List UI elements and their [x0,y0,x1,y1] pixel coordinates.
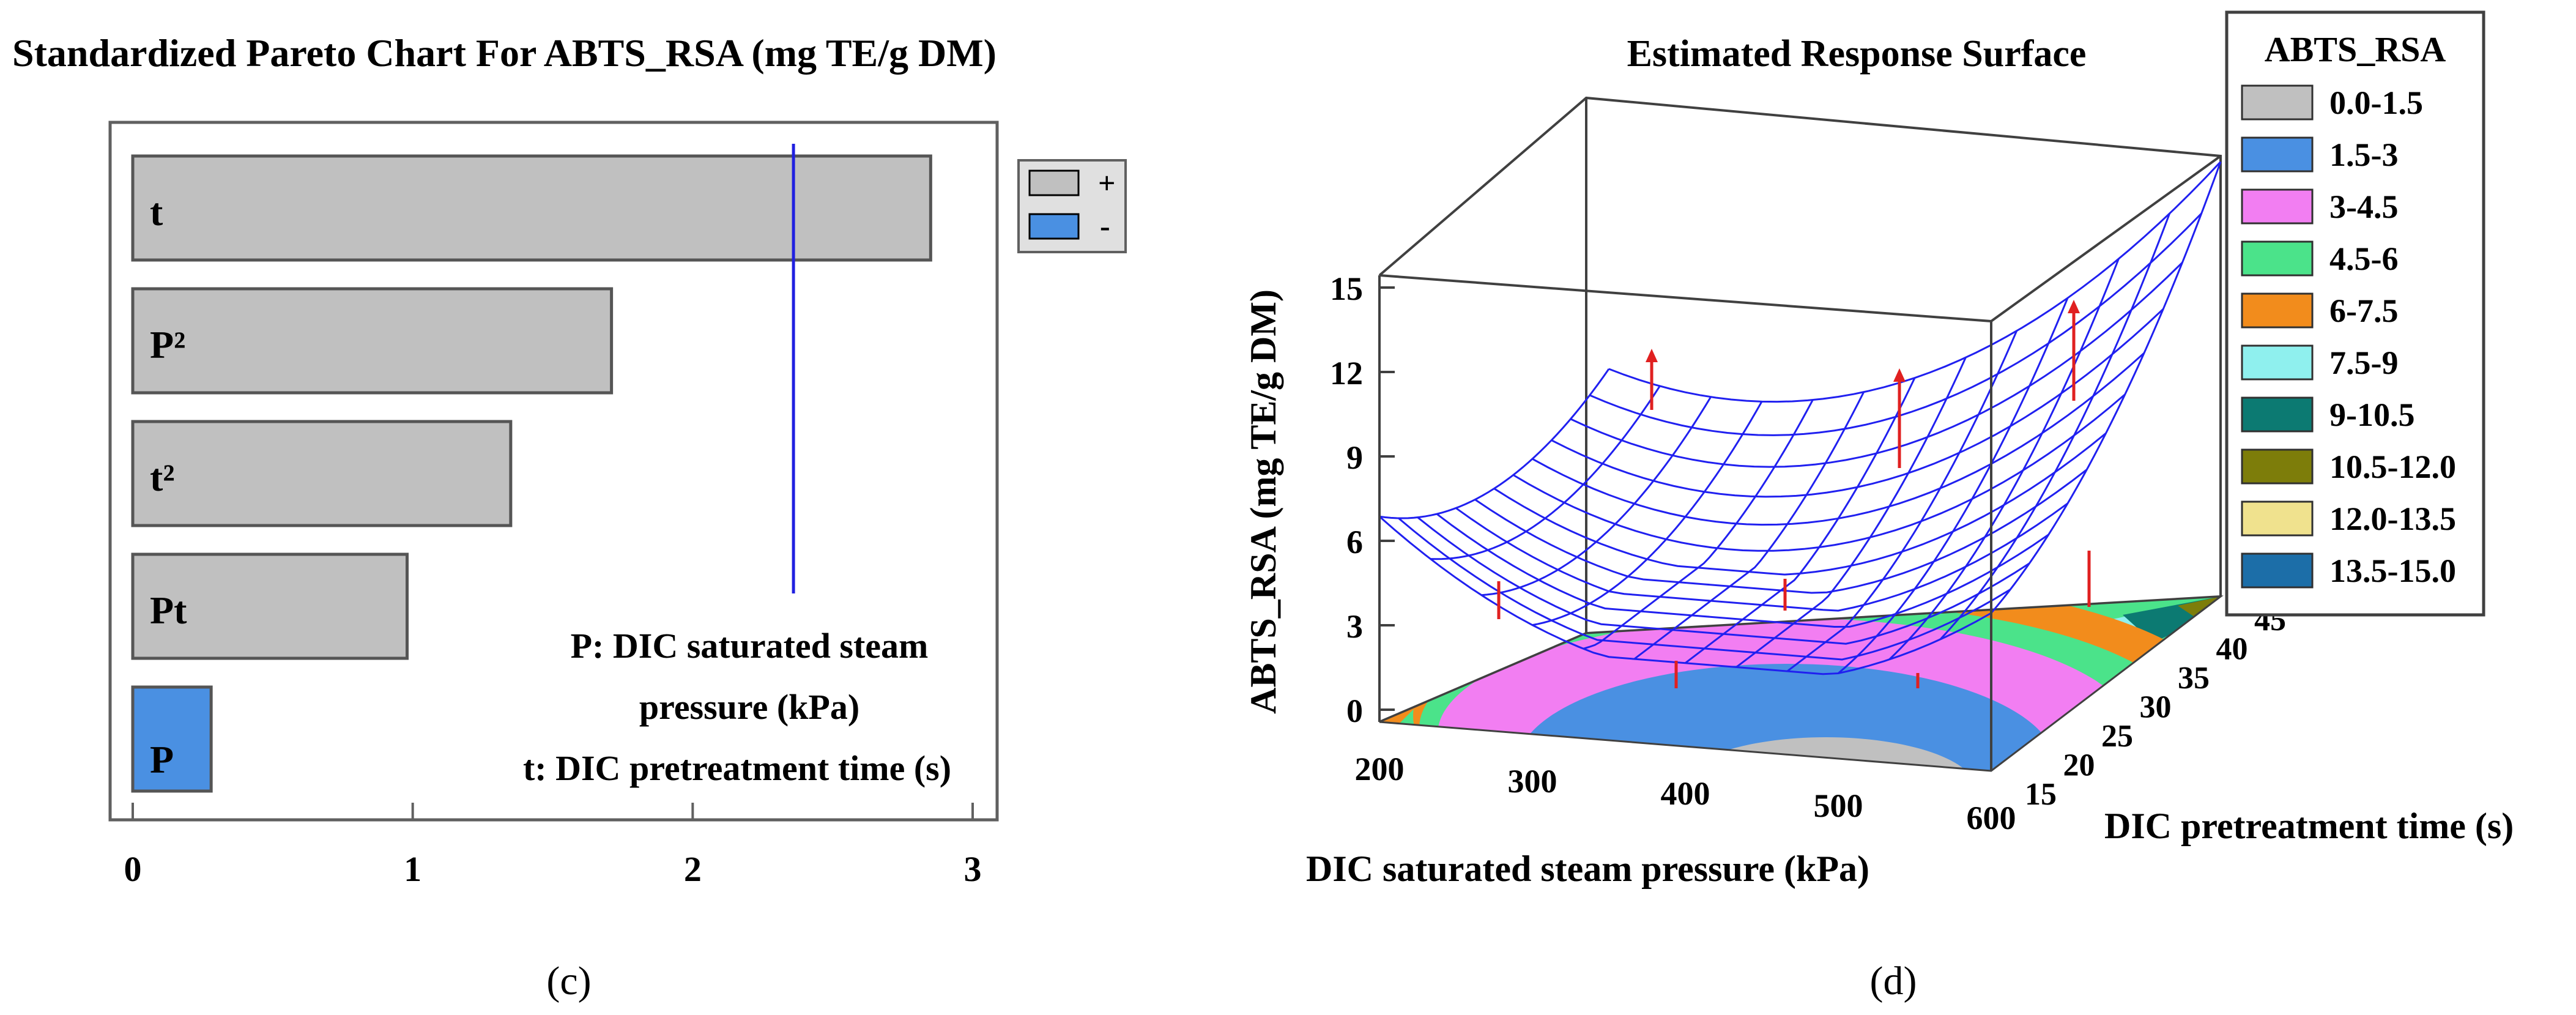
mesh-line [1570,261,2183,468]
y-axis-label: DIC pretreatment time (s) [2104,806,2514,846]
x-axis-label: DIC saturated steam pressure (kPa) [1306,849,1869,889]
surface-legend-items: 0.0-1.5 1.5-3 3-4.5 4.5-6 6-7.5 7.5-9 9-10.5 10… [2241,84,2456,589]
pareto-title: Standardized Pareto Chart For ABTS_RSA (… [12,31,997,75]
pareto-bars: t P² t² Pt P [131,154,932,793]
residual-arrowheads [1646,300,2080,382]
legend-swatch-positive [1028,169,1080,196]
surface-title: Estimated Response Surface [1627,33,2087,75]
z-tick-label: 6 [1346,524,1363,560]
y-tick-label: 20 [2063,748,2095,783]
pareto-bar-label: t² [150,456,175,499]
z-tick-label: 3 [1346,608,1363,645]
surface-legend-title: ABTS_RSA [2265,29,2446,69]
surface-legend-swatch [2241,344,2314,381]
surface-legend-swatch [2241,500,2314,537]
surface-legend-label: 6-7.5 [2329,292,2398,329]
pareto-bar [131,552,409,660]
mesh-line [1589,212,2202,436]
pareto-x-tick-label: 2 [684,849,702,889]
response-surface-mesh [1379,161,2222,675]
surface-legend-label: 3-4.5 [2329,188,2398,225]
surface-legend: ABTS_RSA 0.0-1.5 1.5-3 3-4.5 4.5-6 6-7.5 7.5-… [2225,10,2485,617]
caption-c: (c) [546,959,591,1003]
pareto-bar-label: P [150,738,174,781]
surface-legend-label: 7.5-9 [2329,344,2398,381]
caption-d: (d) [1870,959,1917,1003]
surface-legend-swatch [2241,136,2314,173]
surface-legend-label: 4.5-6 [2329,240,2398,277]
surface-legend-label: 1.5-3 [2329,136,2398,173]
surface-legend-swatch [2241,84,2314,121]
note-time: t: DIC pretreatment time (s) [523,748,951,788]
surface-legend-label: 10.5-12.0 [2329,448,2456,485]
legend-swatch-negative [1028,213,1080,240]
surface-legend-swatch [2241,396,2314,433]
legend-label-positive: + [1098,166,1116,200]
z-axis-label: ABTS_RSA (mg TE/g DM) [1243,289,1283,714]
contour-bands [1379,597,2221,771]
x-tick-label: 300 [1508,763,1557,800]
z-tick-label: 12 [1330,355,1363,392]
x-tick-label: 200 [1355,751,1405,787]
pareto-x-tick-label: 1 [404,849,421,889]
note-pressure-line1: P: DIC saturated steam [571,626,929,666]
floor-outline [1379,595,2224,772]
y-tick-label: 15 [2025,777,2057,812]
z-tick-label: 0 [1346,693,1363,729]
surface-box-front [1378,155,2222,771]
pareto-bar-label: P² [150,323,185,366]
y-tick-label: 35 [2178,661,2210,696]
x-tick-label: 600 [1967,800,2016,836]
surface-legend-swatch [2241,240,2314,277]
x-tick-label: 400 [1661,775,1710,812]
pareto-x-axis: 0 1 2 3 [124,803,982,889]
mesh-line [1990,161,2222,614]
pareto-bar [131,685,213,793]
y-tick-label: 25 [2101,719,2133,754]
surface-legend-label: 9-10.5 [2329,396,2415,433]
pareto-legend: + - [1017,159,1127,253]
pareto-x-tick-label: 3 [964,849,982,889]
mesh-line [1939,213,2171,641]
pareto-bar [131,287,614,395]
surface-legend-label: 13.5-15.0 [2329,552,2456,589]
surface-legend-swatch [2241,448,2314,485]
surface-legend-swatch [2241,292,2314,329]
residual-markers [1497,306,2091,688]
y-tick-label: 40 [2216,632,2248,667]
legend-label-negative: - [1100,209,1110,243]
z-tick-label: 9 [1346,439,1363,476]
surface-legend-swatch [2241,552,2314,589]
mesh-line [1379,368,1610,519]
pareto-x-tick-label: 0 [124,849,142,889]
pareto-bar-label: Pt [150,589,187,632]
z-tick-label: 15 [1330,270,1363,307]
surface-legend-label: 12.0-13.5 [2329,500,2456,537]
surface-legend-swatch [2241,188,2314,225]
pareto-bar [131,420,513,527]
mesh-line [1608,161,2222,403]
x-tick-label: 500 [1814,787,1863,824]
mesh-line [1532,401,1763,626]
y-tick-label: 30 [2140,690,2172,725]
note-pressure-line2: pressure (kPa) [639,687,859,727]
surface-legend-label: 0.0-1.5 [2329,84,2423,121]
pareto-bar-label: t [150,190,163,234]
pareto-bar [131,154,932,262]
contour-band-10.5-12 [2178,597,2221,618]
